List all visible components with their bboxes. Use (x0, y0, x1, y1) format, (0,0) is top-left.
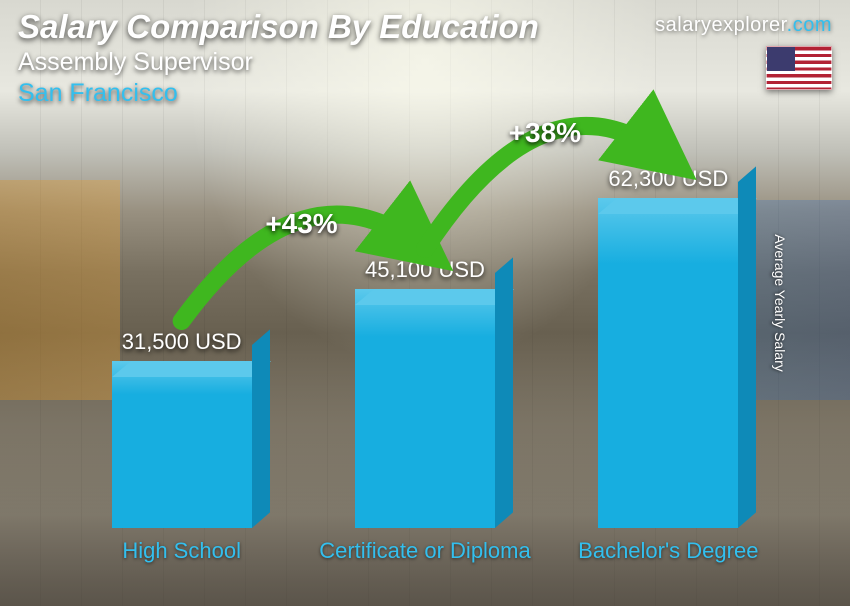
header: Salary Comparison By Education salaryexp… (18, 8, 832, 108)
bar-label: Certificate or Diploma (315, 538, 535, 564)
jump-pct: +38% (509, 117, 581, 149)
page-title: Salary Comparison By Education (18, 8, 539, 46)
jump-arrows (60, 150, 790, 528)
bar-label: High School (72, 538, 292, 564)
job-title: Assembly Supervisor (18, 48, 832, 77)
bar-label: Bachelor's Degree (558, 538, 778, 564)
jump-pct: +43% (265, 208, 337, 240)
bar-chart: 31,500 USDHigh School45,100 USDCertifica… (60, 150, 790, 588)
brand-logo: salaryexplorer.com (655, 14, 832, 37)
brand-name: salaryexplorer (655, 14, 787, 36)
brand-domain: .com (787, 14, 832, 36)
location: San Francisco (18, 79, 832, 108)
